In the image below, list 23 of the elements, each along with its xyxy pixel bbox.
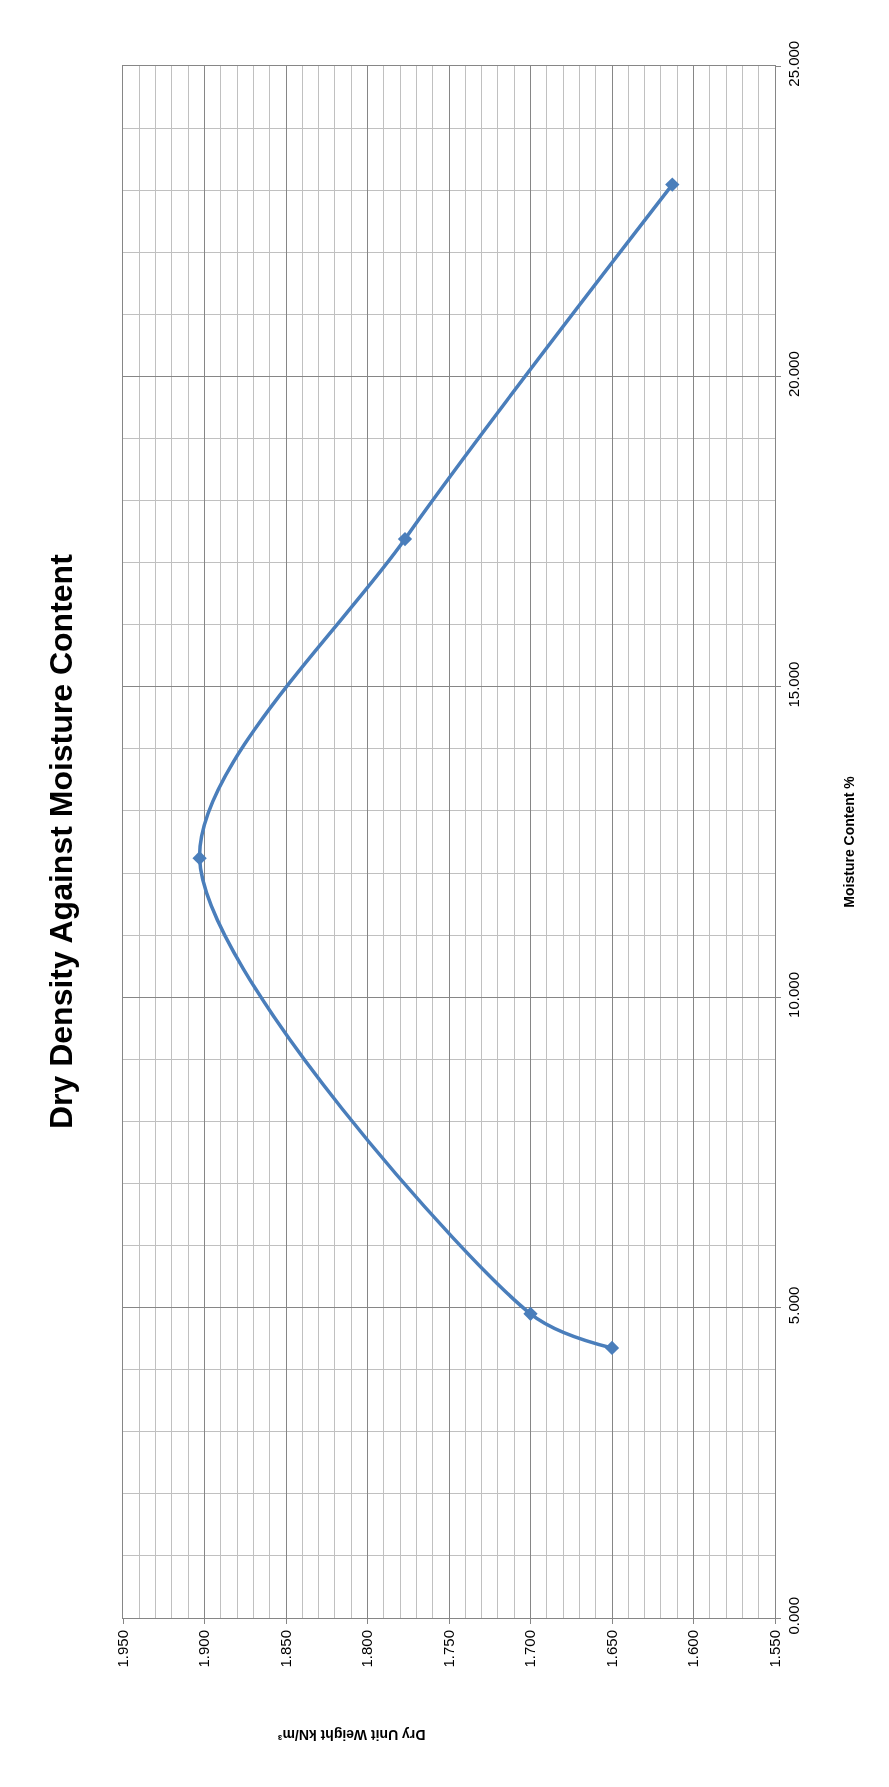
- point: [604, 1340, 620, 1356]
- point: [523, 1306, 538, 1321]
- text: Dry Density Against Moisture Content: [43, 553, 80, 1130]
- y-tick-label: 10.000: [785, 972, 802, 1018]
- x-tick-label: 1.850: [276, 1630, 294, 1668]
- x-tick-label: 1.650: [602, 1630, 620, 1668]
- x-tick-label: 1.700: [521, 1630, 539, 1668]
- y-tick-label: 0.000: [785, 1596, 802, 1635]
- x-tick-label: 1.800: [358, 1630, 376, 1668]
- x-tick-label: 1.950: [113, 1630, 131, 1668]
- x-tick-label: 1.600: [684, 1630, 702, 1668]
- y-tick-label: 15.000: [785, 661, 802, 708]
- y-tick-label: 20.000: [785, 351, 802, 398]
- x-tick-label: 1.750: [439, 1630, 457, 1668]
- x-axis-title: Dry Unit Weight kN/m³: [277, 1726, 426, 1743]
- y-axis-title: Moisture Content %: [840, 775, 857, 908]
- y-tick-label: 5.000: [785, 1286, 802, 1325]
- y-tick-label: 25.000: [785, 40, 802, 87]
- x-tick-label: 1.550: [765, 1630, 783, 1668]
- point: [665, 177, 680, 192]
- point: [397, 531, 413, 547]
- x-tick-label: 1.900: [195, 1630, 213, 1668]
- point: [192, 850, 207, 866]
